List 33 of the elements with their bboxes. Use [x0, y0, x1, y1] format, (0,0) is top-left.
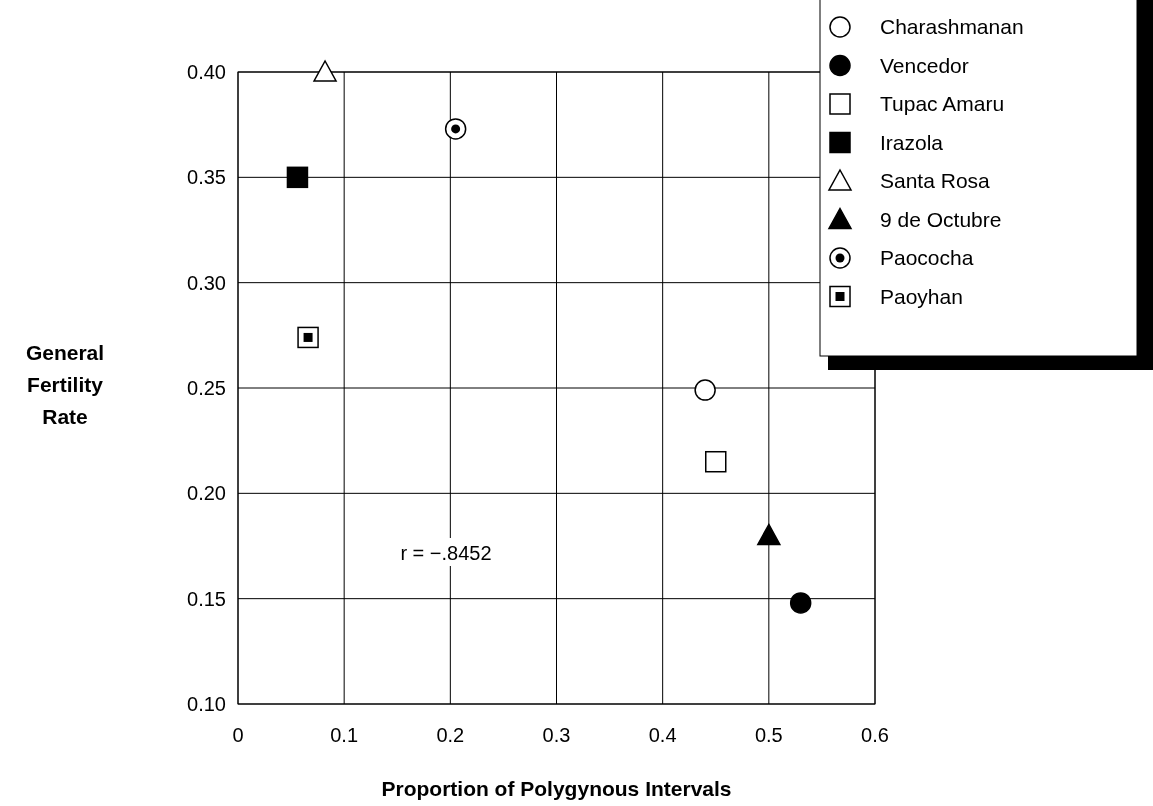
point: [444, 118, 467, 140]
legend-label: Vencedor: [880, 53, 969, 77]
legend-label: Paococha: [880, 246, 974, 269]
y-tick-label: 0.40: [187, 61, 226, 83]
x-tick-label: 0.3: [542, 724, 571, 746]
y-axis-title: General Fertility Rate: [25, 341, 105, 428]
x-tick-label: 0.2: [436, 724, 465, 746]
legend-label: Irazola: [880, 130, 944, 154]
legend-label: Paoyhan: [880, 284, 963, 308]
point: [313, 60, 337, 82]
x-tick-label: 0.4: [648, 724, 677, 746]
point: [789, 592, 812, 614]
point: [297, 326, 319, 349]
x-axis-title: Proportion of Polygynous Intervals: [381, 777, 732, 800]
legend-label: Santa Rosa: [880, 169, 991, 192]
y-tick-label: 0.25: [187, 377, 226, 399]
y-tick-label: 0.15: [187, 587, 226, 610]
y-tick-label: 0.10: [187, 693, 226, 715]
point: [705, 450, 727, 473]
x-tick-label: 0.6: [861, 724, 889, 746]
point: [757, 523, 781, 546]
y-tick-label: 0.20: [187, 482, 226, 505]
annotation: r = −.8452: [400, 542, 492, 564]
point: [286, 166, 309, 189]
legend-label: 9 de Octubre: [880, 207, 1002, 231]
x-tick-label: 0.1: [330, 724, 359, 746]
legend-label: Tupac Amaru: [880, 92, 1005, 115]
y-tick-label: 0.35: [187, 166, 226, 189]
legend-label: Charashmanan: [880, 15, 1024, 38]
x-tick-label: 0.5: [754, 724, 783, 746]
y-tick-label: 0.30: [187, 271, 226, 294]
x-tick-label: 0: [232, 724, 244, 746]
point: [694, 379, 716, 401]
